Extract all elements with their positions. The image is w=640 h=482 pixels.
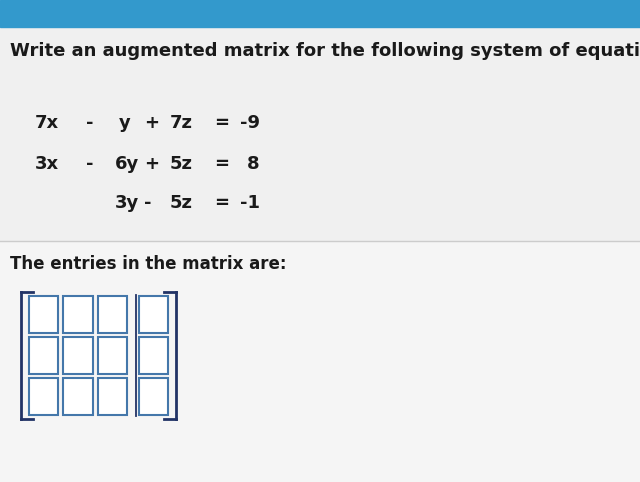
FancyBboxPatch shape <box>29 337 58 374</box>
Text: +: + <box>144 114 159 132</box>
Text: Write an augmented matrix for the following system of equations.: Write an augmented matrix for the follow… <box>10 41 640 60</box>
FancyBboxPatch shape <box>139 337 168 374</box>
Bar <box>0 241 640 482</box>
Text: The entries in the matrix are:: The entries in the matrix are: <box>10 255 286 273</box>
Text: -: - <box>144 194 152 213</box>
Text: y: y <box>118 114 130 132</box>
FancyBboxPatch shape <box>29 378 58 415</box>
Bar <box>0 0 640 27</box>
Text: 8: 8 <box>246 155 259 173</box>
Text: 7z: 7z <box>170 114 193 132</box>
Text: +: + <box>144 155 159 173</box>
FancyBboxPatch shape <box>29 296 58 333</box>
Text: 6y: 6y <box>115 155 139 173</box>
Text: 7x: 7x <box>35 114 60 132</box>
Text: 5z: 5z <box>170 155 193 173</box>
Text: =: = <box>214 114 229 132</box>
FancyBboxPatch shape <box>63 296 93 333</box>
Text: -1: -1 <box>240 194 260 213</box>
Text: =: = <box>214 194 229 213</box>
FancyBboxPatch shape <box>98 378 127 415</box>
Bar <box>0 0 640 241</box>
FancyBboxPatch shape <box>63 378 93 415</box>
FancyBboxPatch shape <box>63 337 93 374</box>
Text: 3y: 3y <box>115 194 139 213</box>
Text: -: - <box>86 114 94 132</box>
Text: -: - <box>86 155 94 173</box>
FancyBboxPatch shape <box>139 378 168 415</box>
FancyBboxPatch shape <box>98 296 127 333</box>
Text: 5z: 5z <box>170 194 193 213</box>
FancyBboxPatch shape <box>139 296 168 333</box>
Text: =: = <box>214 155 229 173</box>
Text: -9: -9 <box>240 114 260 132</box>
FancyBboxPatch shape <box>98 337 127 374</box>
Text: 3x: 3x <box>35 155 60 173</box>
